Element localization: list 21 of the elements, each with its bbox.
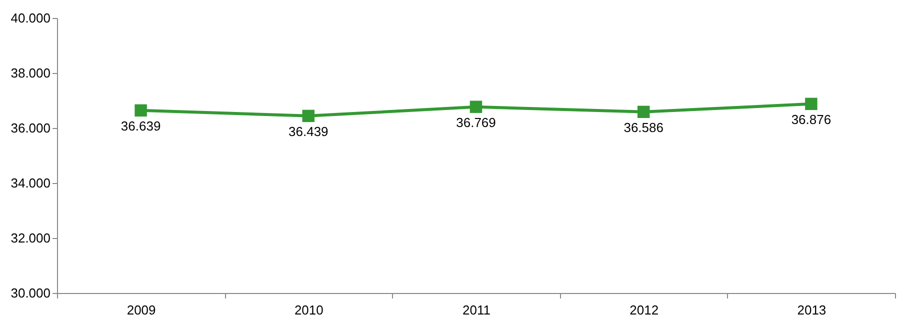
data-label: 36.639 (120, 118, 161, 134)
y-tick-label: 32.000 (10, 230, 50, 246)
data-label: 36.586 (624, 120, 664, 135)
y-tick-label: 40.000 (10, 10, 50, 26)
x-tick-label: 2010 (294, 302, 324, 318)
y-tick-label: 34.000 (10, 176, 50, 190)
x-tick-label: 2013 (797, 302, 826, 318)
x-tick-label: 2011 (462, 302, 490, 318)
y-tick-label: 36.000 (10, 120, 50, 136)
y-tick-label: 38.000 (10, 66, 50, 80)
data-label: 36.876 (791, 112, 832, 127)
data-label: 36.769 (456, 114, 496, 130)
point (134, 104, 147, 117)
point (470, 100, 482, 113)
point (637, 106, 650, 118)
point (302, 110, 315, 122)
x-tick-label: 2009 (126, 302, 156, 318)
x-tick-label: 2012 (630, 302, 659, 318)
point (805, 98, 818, 110)
y-tick-label: 30.000 (10, 286, 50, 300)
data-label: 36.439 (288, 124, 328, 139)
